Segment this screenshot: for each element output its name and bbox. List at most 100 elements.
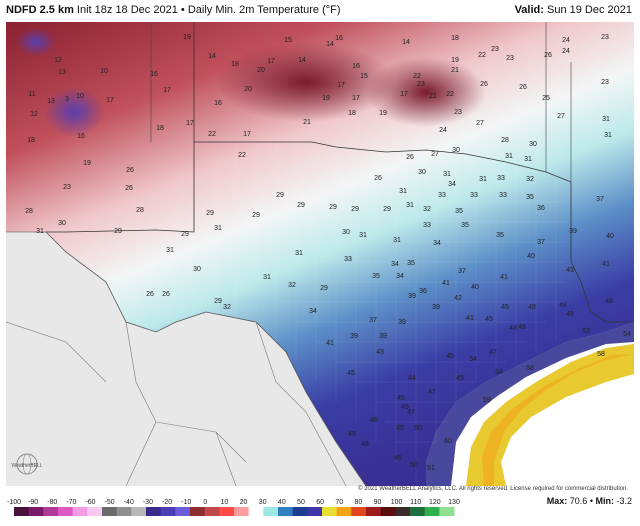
colorbar-swatch — [204, 507, 220, 516]
temperature-label: 29 — [297, 202, 305, 209]
rio-grande-border — [45, 231, 367, 486]
temperature-label: 29 — [206, 210, 214, 217]
temperature-label: 31 — [36, 228, 44, 235]
temperature-label: 39 — [379, 333, 387, 340]
colorbar-tick-label: -30 — [143, 499, 153, 506]
temperature-label: 29 — [252, 212, 260, 219]
temperature-label: 31 — [399, 188, 407, 195]
temperature-label: 29 — [351, 206, 359, 213]
colorbar-tick-label: -50 — [105, 499, 115, 506]
temperature-label: 31 — [505, 153, 513, 160]
temperature-label: 15 — [360, 73, 368, 80]
temperature-label: 35 — [461, 222, 469, 229]
temperature-label: 18 — [451, 35, 459, 42]
temperature-label: 47 — [489, 349, 497, 356]
temperature-label: 31 — [295, 250, 303, 257]
colorbar-tick-label: -70 — [66, 499, 76, 506]
temperature-label: 45 — [446, 353, 454, 360]
colorbar-tick-label: -20 — [162, 499, 172, 506]
state-lines — [6, 22, 572, 233]
temperature-label: 20 — [244, 86, 252, 93]
colorbar-tick-label: -10 — [181, 499, 191, 506]
colorbar-swatch — [234, 507, 250, 516]
temperature-label: 23 — [506, 55, 514, 62]
temperature-label: 45 — [501, 304, 509, 311]
field-name: Daily Min. 2m Temperature (°F) — [187, 4, 341, 16]
colorbar-swatch — [292, 507, 308, 516]
valid-value: Sun 19 Dec 2021 — [546, 4, 632, 16]
temperature-label: 26 — [374, 175, 382, 182]
temperature-label: 22 — [238, 152, 246, 159]
colorbar-swatch — [248, 507, 264, 516]
temperature-label: 40 — [606, 233, 614, 240]
colorbar-tick-label: 60 — [316, 499, 324, 506]
temperature-label: 17 — [337, 82, 345, 89]
temperature-label: 31 — [406, 202, 414, 209]
temperature-label: 33 — [470, 192, 478, 199]
colorbar-swatch — [131, 507, 147, 516]
colorbar-swatch — [219, 507, 235, 516]
temperature-label: 28 — [501, 137, 509, 144]
temperature-label: 34 — [448, 181, 456, 188]
temperature-label: 29 — [181, 231, 189, 238]
colorbar-tick-label: -100 — [7, 499, 21, 506]
colorbar-swatch — [102, 507, 118, 516]
min-value: -3.2 — [616, 496, 632, 506]
model-name: NDFD 2.5 km — [6, 4, 74, 16]
temperature-label: 51 — [427, 465, 435, 472]
colorbar-swatch — [307, 507, 323, 516]
temperature-label: 29 — [276, 192, 284, 199]
colorbar-swatch — [72, 507, 88, 516]
temperature-label: 23 — [417, 81, 425, 88]
temperature-label: 39 — [432, 304, 440, 311]
gulf-warm-band — [466, 344, 634, 486]
colorbar-swatch — [263, 507, 279, 516]
temperature-label: 34 — [391, 261, 399, 268]
colorbar-swatch — [395, 507, 411, 516]
temperature-label: 14 — [298, 57, 306, 64]
temperature-label: 32 — [223, 304, 231, 311]
temperature-label: 24 — [562, 37, 570, 44]
temperature-label: 17 — [186, 120, 194, 127]
temperature-label: 21 — [451, 67, 459, 74]
temperature-label: 29 — [383, 206, 391, 213]
cold-spot-1 — [44, 87, 104, 137]
temperature-label: 46 — [370, 417, 378, 424]
colorbar-tick-label: 120 — [429, 499, 441, 506]
temperature-label: 45 — [397, 395, 405, 402]
temperature-label: 33 — [497, 175, 505, 182]
temperature-label: 26 — [126, 167, 134, 174]
temperature-label: 22 — [413, 73, 421, 80]
temperature-label: 50 — [410, 462, 418, 469]
temperature-label: 17 — [243, 131, 251, 138]
temperature-label: 18 — [231, 61, 239, 68]
temperature-label: 25 — [542, 95, 550, 102]
temperature-label: 19 — [83, 160, 91, 167]
colorbar-tick-label: -80 — [47, 499, 57, 506]
colorbar-tick-label: 20 — [240, 499, 248, 506]
temperature-label: 43 — [376, 349, 384, 356]
temperature-label: 40 — [471, 284, 479, 291]
temperature-label: 50 — [414, 425, 422, 432]
temperature-label: 29 — [329, 204, 337, 211]
temperature-label: 49 — [348, 431, 356, 438]
temperature-label: 47 — [407, 409, 415, 416]
colorbar-swatch — [380, 507, 396, 516]
colorbar-tick-label: 30 — [259, 499, 267, 506]
temperature-label: 30 — [193, 266, 201, 273]
colorbar-tick-label: -60 — [85, 499, 95, 506]
temperature-colorbar: -100 -90 -80 -70 -60 -50 -40 -30 -20 -10 0 10 20 30 40… — [7, 499, 460, 516]
temperature-label: 37 — [458, 268, 466, 275]
temperature-label: 22 — [208, 131, 216, 138]
temperature-label: 15 — [284, 37, 292, 44]
init-time: Init 18z 18 Dec 2021 — [76, 4, 178, 16]
temperature-label: 23 — [601, 34, 609, 41]
temperature-label: 49 — [566, 311, 574, 318]
temperature-label: 39 — [408, 293, 416, 300]
colorbar-tick-label: 100 — [391, 499, 403, 506]
colorbar-swatch — [351, 507, 367, 516]
logo-text: WeatherBELL — [11, 463, 42, 469]
temperature-label: 17 — [106, 97, 114, 104]
temperature-label: 30 — [529, 141, 537, 148]
